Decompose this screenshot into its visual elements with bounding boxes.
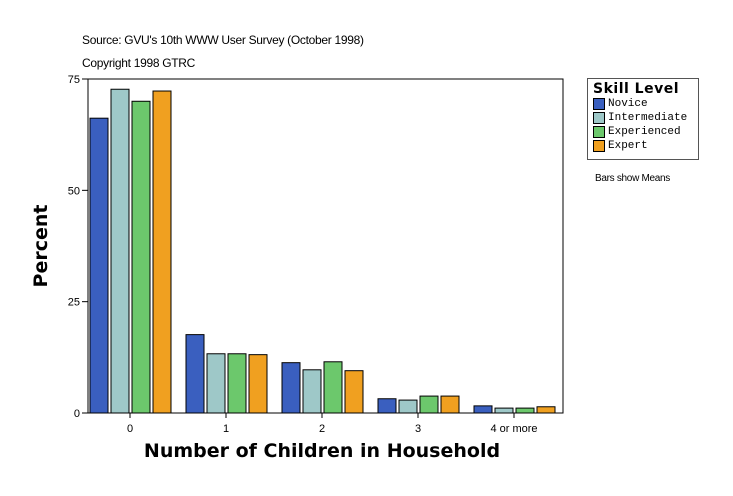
source-text: Source: GVU's 10th WWW User Survey (Octo… <box>82 33 364 47</box>
y-tick-label: 75 <box>68 74 80 86</box>
bar-experienced <box>227 353 247 414</box>
bar-expert <box>344 370 364 414</box>
bar-intermediate <box>110 88 130 414</box>
bar-experienced <box>131 100 151 414</box>
legend-label: Intermediate <box>608 112 688 124</box>
bar-intermediate <box>494 407 514 414</box>
bar-novice <box>281 362 301 414</box>
bar-novice <box>89 117 109 414</box>
x-tick-label: 1 <box>223 423 229 435</box>
bar-novice <box>185 334 205 414</box>
legend-label: Novice <box>608 98 648 110</box>
y-tick-label: 50 <box>68 185 80 197</box>
legend-label: Experienced <box>608 126 681 138</box>
legend-swatch <box>593 98 605 110</box>
legend: Skill Level Novice Intermediate Experience… <box>587 78 699 160</box>
legend-item: Expert <box>593 139 698 153</box>
bar-experienced <box>323 361 343 414</box>
legend-title: Skill Level <box>593 81 679 97</box>
bar-expert <box>152 90 172 414</box>
legend-item: Experienced <box>593 125 698 139</box>
legend-item: Novice <box>593 97 698 111</box>
y-tick-label: 0 <box>74 408 80 420</box>
x-tick-label: 2 <box>319 423 325 435</box>
bar-experienced <box>419 395 439 414</box>
x-tick-label: 0 <box>127 423 133 435</box>
legend-swatch <box>593 112 605 124</box>
legend-item: Intermediate <box>593 111 698 125</box>
x-tick-label: 3 <box>415 423 421 435</box>
x-axis-label: Number of Children in Household <box>144 440 500 462</box>
copyright-text: Copyright 1998 GTRC <box>82 56 196 70</box>
bar-novice <box>377 398 397 414</box>
legend-label: Expert <box>608 140 648 152</box>
bar-intermediate <box>398 399 418 414</box>
bar-expert <box>536 406 556 414</box>
bar-expert <box>440 395 460 414</box>
bar-intermediate <box>302 369 322 414</box>
legend-swatch <box>593 126 605 138</box>
bar-experienced <box>515 407 535 414</box>
means-note: Bars show Means <box>595 173 670 184</box>
bar-novice <box>473 405 493 414</box>
bar-expert <box>248 354 268 414</box>
y-axis-label: Percent <box>30 205 52 288</box>
x-tick-label: 4 or more <box>490 423 537 435</box>
bar-intermediate <box>206 353 226 414</box>
legend-swatch <box>593 140 605 152</box>
y-tick-label: 25 <box>68 297 80 309</box>
